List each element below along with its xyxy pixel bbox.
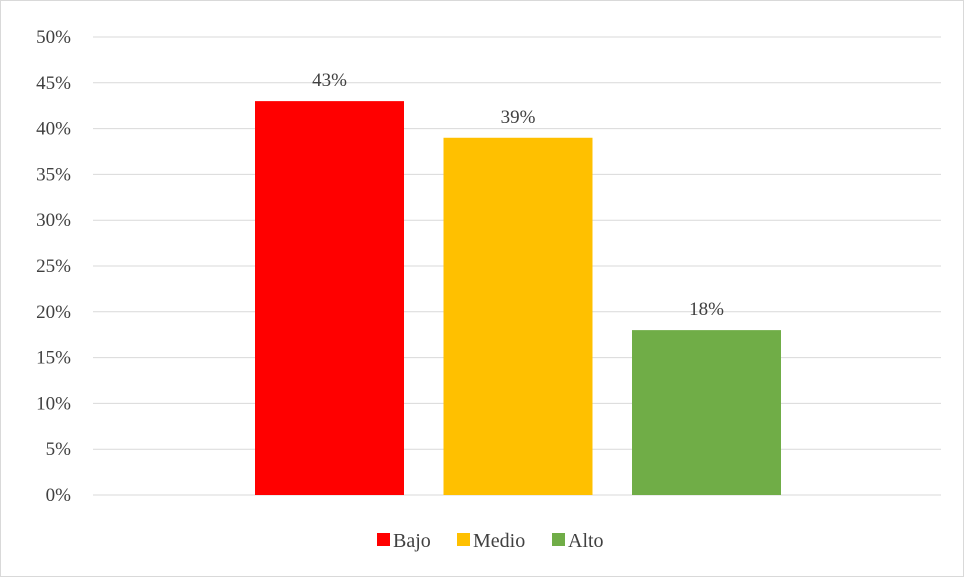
y-tick-label: 0% [46,485,72,506]
y-tick-label: 5% [46,439,72,460]
y-tick-label: 10% [36,393,71,414]
legend-label-medio: Medio [473,530,525,552]
y-tick-label: 25% [36,256,71,277]
legend-swatch-medio [457,533,470,546]
data-label-alto: 18% [689,299,724,320]
bar-alto [632,330,781,495]
legend-label-bajo: Bajo [393,530,431,552]
y-tick-label: 50% [36,27,71,48]
y-tick-label: 20% [36,302,71,323]
y-axis-tick-labels: 0% 5% 10% 15% 20% 25% 30% 35% 40% 45% 50% [36,27,71,506]
y-tick-label: 40% [36,119,71,140]
legend-swatch-alto [552,533,565,546]
y-tick-label: 15% [36,348,71,369]
bar-bajo [255,101,404,496]
data-label-medio: 39% [501,107,536,128]
data-labels: 43% 39% 18% [312,70,724,320]
y-tick-label: 35% [36,164,71,185]
y-tick-label: 45% [36,73,71,94]
data-label-bajo: 43% [312,70,347,91]
y-tick-label: 30% [36,210,71,231]
legend-label-alto: Alto [568,530,604,552]
bar-medio [443,137,593,495]
bars [255,101,781,496]
legend: Bajo Medio Alto [377,530,604,552]
legend-swatch-bajo [377,533,390,546]
